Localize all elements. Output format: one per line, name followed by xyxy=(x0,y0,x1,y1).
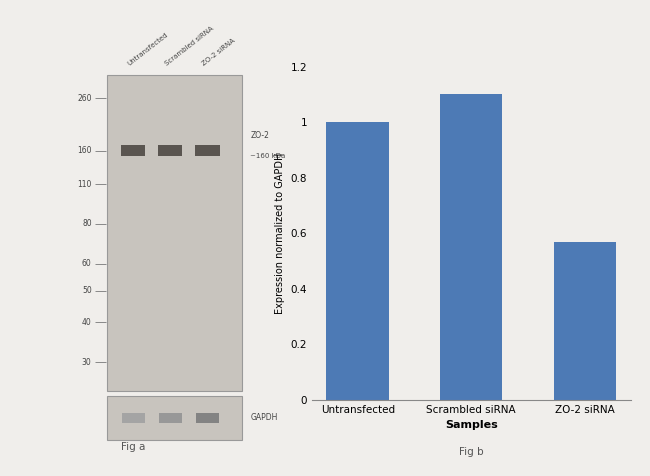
Text: 260: 260 xyxy=(77,94,92,103)
Bar xyxy=(196,413,219,423)
Bar xyxy=(326,122,389,400)
Bar xyxy=(440,94,502,400)
Text: 160: 160 xyxy=(77,146,92,155)
Text: 60: 60 xyxy=(82,259,92,268)
Text: 50: 50 xyxy=(82,287,92,296)
Text: 40: 40 xyxy=(82,318,92,327)
Text: 30: 30 xyxy=(82,357,92,367)
Bar xyxy=(107,75,242,391)
Text: 80: 80 xyxy=(82,219,92,228)
Y-axis label: Expression normalized to GAPDH: Expression normalized to GAPDH xyxy=(275,152,285,314)
Text: ~160 kDa: ~160 kDa xyxy=(250,153,285,159)
Text: Fig b: Fig b xyxy=(459,447,484,457)
Bar xyxy=(122,413,144,423)
Text: ZO-2: ZO-2 xyxy=(250,131,269,140)
Bar xyxy=(107,396,242,440)
Bar xyxy=(159,413,182,423)
Bar xyxy=(121,145,146,157)
Text: Fig a: Fig a xyxy=(121,442,146,452)
Text: Untransfected: Untransfected xyxy=(127,31,170,67)
Text: Scrambled siRNA: Scrambled siRNA xyxy=(164,25,215,67)
Bar xyxy=(554,241,616,400)
X-axis label: Samples: Samples xyxy=(445,420,498,430)
Text: 110: 110 xyxy=(77,179,92,188)
Bar xyxy=(158,145,183,157)
Bar xyxy=(196,145,220,157)
Text: ZO-2 siRNA: ZO-2 siRNA xyxy=(201,38,236,67)
Text: GAPDH: GAPDH xyxy=(250,413,278,422)
